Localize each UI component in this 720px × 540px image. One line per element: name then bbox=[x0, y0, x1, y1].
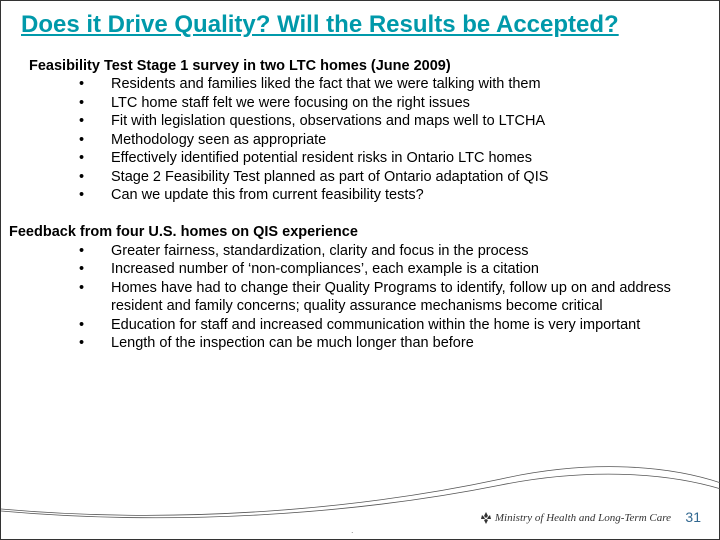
section1-list: Residents and families liked the fact th… bbox=[29, 75, 691, 205]
section2-heading: Feedback from four U.S. homes on QIS exp… bbox=[9, 223, 691, 242]
list-item: Stage 2 Feasibility Test planned as part… bbox=[29, 168, 691, 187]
list-item: Can we update this from current feasibil… bbox=[29, 186, 691, 205]
list-item: Fit with legislation questions, observat… bbox=[29, 112, 691, 131]
list-item: Methodology seen as appropriate bbox=[29, 131, 691, 150]
list-item: Education for staff and increased commun… bbox=[29, 316, 691, 335]
list-item: LTC home staff felt we were focusing on … bbox=[29, 94, 691, 113]
list-item: Residents and families liked the fact th… bbox=[29, 75, 691, 94]
section1-heading: Feasibility Test Stage 1 survey in two L… bbox=[29, 57, 691, 76]
ontario-trillium-icon bbox=[479, 511, 493, 525]
slide-body: Feasibility Test Stage 1 survey in two L… bbox=[1, 43, 719, 353]
page-number: 31 bbox=[685, 509, 701, 525]
list-item: Homes have had to change their Quality P… bbox=[29, 279, 691, 316]
list-item: Greater fairness, standardization, clari… bbox=[29, 242, 691, 261]
list-item: Length of the inspection can be much lon… bbox=[29, 334, 691, 353]
ministry-logo: Ministry of Health and Long-Term Care bbox=[479, 511, 671, 525]
slide-title: Does it Drive Quality? Will the Results … bbox=[1, 1, 719, 43]
footnote-dot: . bbox=[351, 525, 354, 535]
ministry-logo-text: Ministry of Health and Long-Term Care bbox=[495, 512, 671, 524]
list-item: Increased number of ‘non-compliances’, e… bbox=[29, 260, 691, 279]
list-item: Effectively identified potential residen… bbox=[29, 149, 691, 168]
section2-list: Greater fairness, standardization, clari… bbox=[29, 242, 691, 353]
